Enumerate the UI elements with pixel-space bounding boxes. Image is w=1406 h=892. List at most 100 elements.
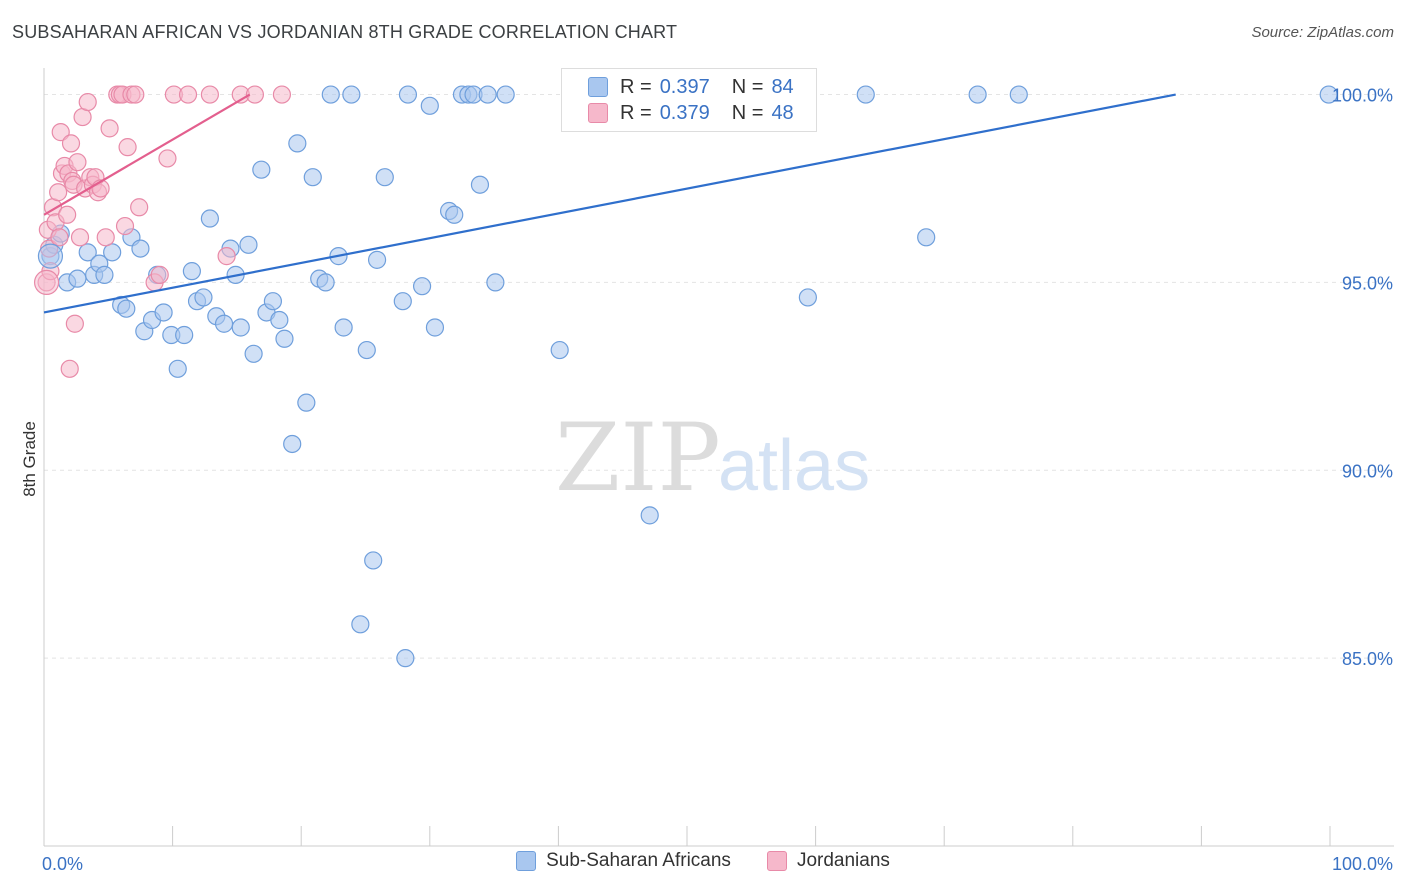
y-axis-title: 8th Grade bbox=[20, 421, 39, 497]
y-tick-label: 95.0% bbox=[1342, 273, 1393, 293]
legend-label: Jordanians bbox=[796, 850, 890, 871]
data-point-jordanian bbox=[51, 123, 70, 142]
data-point-subsaharan bbox=[194, 288, 213, 307]
trendlines bbox=[43, 93, 1176, 314]
stats-r-value: 0.379 bbox=[659, 101, 710, 124]
data-point-subsaharan bbox=[321, 85, 340, 104]
data-point-jordanian bbox=[130, 198, 149, 217]
data-point-subsaharan bbox=[168, 359, 187, 378]
stats-n-label: N = bbox=[731, 75, 764, 98]
data-point-jordanian bbox=[100, 119, 119, 138]
legend-swatch-pink bbox=[766, 851, 787, 871]
data-point-subsaharan bbox=[486, 273, 505, 292]
data-point-subsaharan bbox=[640, 506, 659, 525]
data-point-subsaharan bbox=[200, 209, 219, 228]
data-point-jordanian bbox=[78, 92, 97, 112]
legend-item-jordanians[interactable]: Jordanians bbox=[766, 850, 890, 872]
data-point-subsaharan bbox=[252, 160, 271, 179]
data-point-subsaharan bbox=[420, 96, 439, 115]
data-point-subsaharan bbox=[351, 615, 370, 634]
data-point-subsaharan bbox=[297, 393, 316, 412]
data-point-jordanian bbox=[178, 85, 198, 104]
source-label: Source: ZipAtlas.com bbox=[1251, 24, 1394, 41]
watermark-atlas: atlas bbox=[718, 426, 870, 506]
data-point-subsaharan bbox=[95, 265, 114, 284]
data-point-subsaharan bbox=[856, 85, 875, 104]
data-point-subsaharan bbox=[412, 277, 432, 296]
data-point-jordanian bbox=[50, 228, 69, 247]
data-point-subsaharan bbox=[364, 551, 383, 570]
data-point-subsaharan bbox=[1009, 85, 1028, 104]
data-point-subsaharan bbox=[393, 292, 412, 311]
data-point-subsaharan bbox=[917, 228, 936, 247]
data-point-jordanian bbox=[60, 359, 79, 378]
data-point-subsaharan bbox=[239, 235, 258, 254]
stats-r-label: R = bbox=[620, 75, 652, 98]
trendline-jordanian bbox=[43, 93, 251, 216]
data-point-subsaharan bbox=[154, 303, 173, 322]
data-point-subsaharan bbox=[342, 85, 361, 104]
data-point-subsaharan bbox=[244, 344, 263, 363]
legend-item-subsaharan[interactable]: Sub-Saharan Africans bbox=[516, 850, 731, 872]
data-point-subsaharan bbox=[375, 168, 394, 187]
data-point-subsaharan bbox=[470, 175, 490, 194]
stats-swatch-pink bbox=[588, 103, 608, 123]
data-point-subsaharan bbox=[182, 262, 201, 281]
data-point-subsaharan bbox=[231, 318, 250, 337]
stats-swatch-blue bbox=[588, 77, 608, 97]
data-point-subsaharan bbox=[214, 314, 234, 333]
data-point-jordanian bbox=[126, 85, 145, 104]
x-tick-label: 100.0% bbox=[1332, 854, 1393, 874]
data-point-subsaharan bbox=[396, 649, 415, 668]
stats-n-value: 84 bbox=[771, 75, 794, 98]
data-point-jordanian bbox=[200, 85, 219, 104]
data-point-jordanian bbox=[73, 107, 92, 127]
data-point-subsaharan bbox=[288, 134, 307, 153]
data-point-jordanian bbox=[61, 134, 81, 153]
data-point-subsaharan bbox=[103, 243, 122, 262]
data-point-jordanian-cluster bbox=[33, 269, 60, 296]
data-point-jordanian bbox=[58, 205, 77, 224]
watermark-zip: ZIP bbox=[555, 404, 721, 513]
data-points bbox=[33, 85, 1338, 668]
axes bbox=[43, 68, 1394, 847]
grid-lines bbox=[44, 94, 1394, 659]
data-point-subsaharan bbox=[1319, 85, 1338, 104]
data-point-subsaharan bbox=[131, 239, 150, 258]
legend: Sub-Saharan Africans Jordanians bbox=[0, 850, 1406, 872]
stats-n-label: N = bbox=[731, 101, 764, 124]
stats-box: R = 0.397 N = 84 R = 0.379 N = 48 bbox=[561, 68, 817, 132]
stats-r-label: R = bbox=[620, 101, 652, 124]
data-point-jordanian bbox=[68, 153, 87, 172]
stats-row-blue: R = 0.397 N = 84 bbox=[562, 74, 794, 100]
x-tick-label: 0.0% bbox=[42, 854, 83, 874]
data-point-jordanian bbox=[118, 138, 137, 157]
stats-r-value: 0.397 bbox=[659, 75, 710, 98]
legend-swatch-blue bbox=[516, 851, 537, 871]
data-point-subsaharan bbox=[425, 318, 445, 337]
data-point-jordanian bbox=[115, 216, 135, 236]
data-point-subsaharan bbox=[334, 318, 353, 337]
data-point-subsaharan bbox=[303, 168, 322, 187]
data-point-subsaharan bbox=[275, 329, 294, 348]
data-point-subsaharan bbox=[357, 340, 376, 360]
data-point-jordanian bbox=[49, 183, 68, 202]
legend-label: Sub-Saharan Africans bbox=[546, 850, 731, 871]
data-point-jordanian bbox=[150, 265, 169, 284]
data-point-subsaharan bbox=[263, 292, 283, 311]
data-point-subsaharan bbox=[968, 85, 987, 104]
stats-n-value: 48 bbox=[771, 101, 794, 124]
data-point-subsaharan bbox=[283, 434, 302, 454]
data-point-subsaharan bbox=[316, 273, 335, 292]
data-point-jordanian bbox=[272, 85, 292, 104]
data-point-subsaharan bbox=[445, 205, 464, 224]
data-point-subsaharan bbox=[550, 340, 569, 360]
data-point-subsaharan-cluster bbox=[37, 243, 64, 269]
data-point-jordanian bbox=[217, 247, 236, 266]
data-point-subsaharan bbox=[117, 299, 136, 318]
trendline-subsaharan bbox=[43, 93, 1176, 314]
data-point-jordanian bbox=[96, 228, 115, 247]
data-point-subsaharan bbox=[78, 243, 97, 262]
data-point-jordanian bbox=[158, 149, 177, 168]
